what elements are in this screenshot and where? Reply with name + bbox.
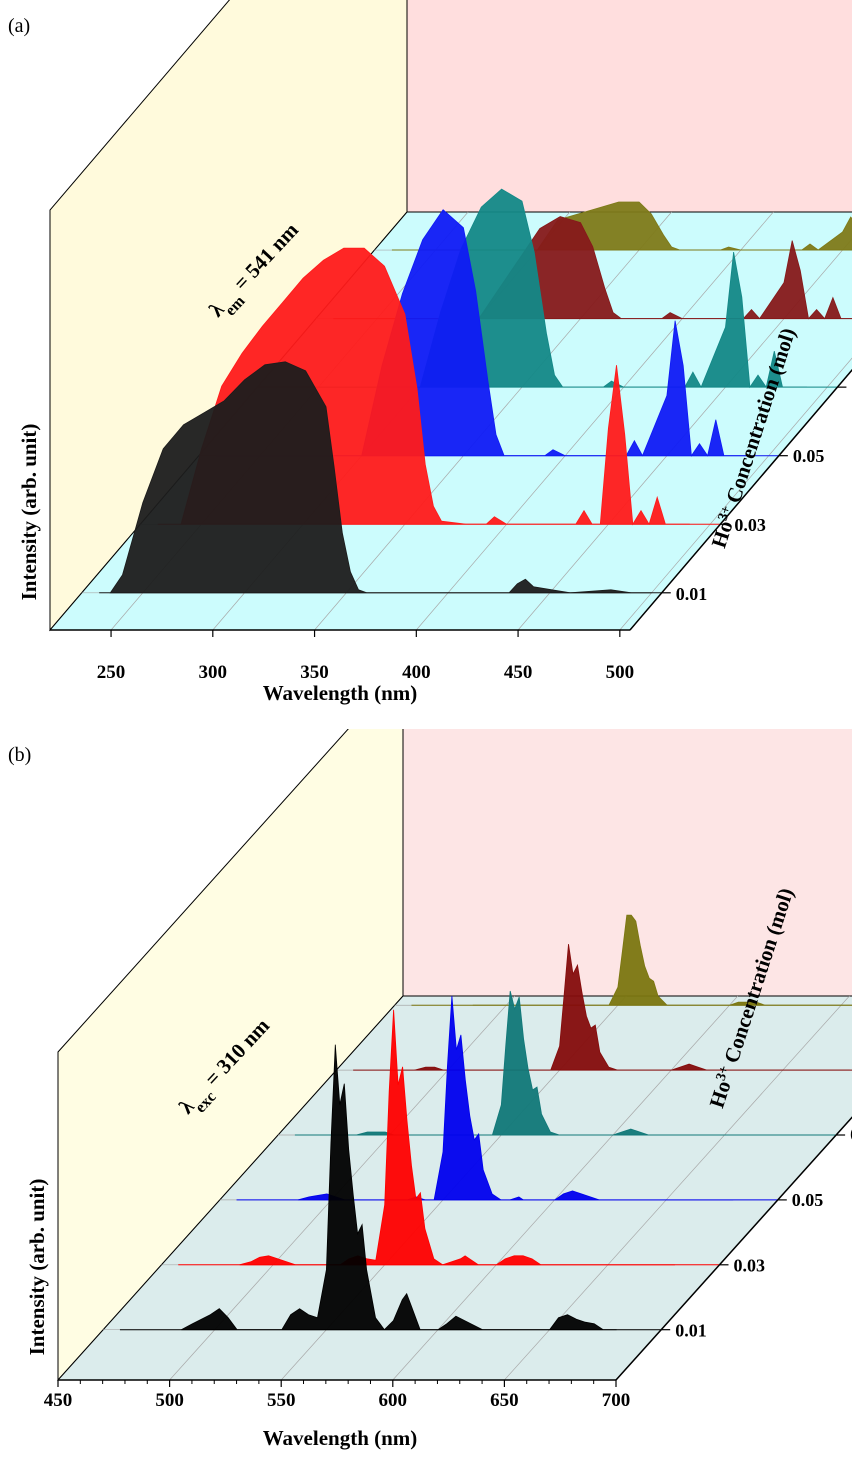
floor-grid-line [517,238,852,631]
x-tick-label: 350 [300,662,329,683]
x-tick-label: 500 [606,662,635,683]
z-axis-line [629,368,852,631]
series-area-0.09 [478,216,852,320]
concentration-tick-label: 0.01 [675,1321,707,1341]
chart-svg: (b)0.010.030.050.070.090.114505005506006… [8,729,852,1450]
concentration-tick-label: 0.03 [734,515,766,535]
series-area-0.11 [536,201,852,251]
series-area-0.01 [109,361,652,594]
floor-grid-line [416,211,774,631]
panel-a-excitation-chart: (a)0.010.030.050.070.090.112503003504004… [8,0,852,705]
series-area-0.07 [419,188,807,389]
concentration-tick-label: 0.05 [793,446,825,466]
x-tick-label: 400 [402,662,431,683]
series-area-0.01 [181,1044,617,1331]
x-axis-title: Wavelength (nm) [263,681,418,705]
x-tick-label: 450 [504,662,533,683]
x-tick-label: 700 [602,1390,631,1411]
x-tick-label: 250 [97,662,126,683]
panel-b-emission-chart: (b)0.010.030.050.070.090.114505005506006… [0,729,852,1458]
floor-grid-line [504,995,850,1381]
panel-label: (b) [8,744,31,766]
x-tick-label: 600 [379,1390,408,1411]
x-tick-label: 450 [44,1390,73,1411]
concentration-tick-label: 0.07 [850,1125,852,1145]
x-tick-label: 500 [155,1390,184,1411]
concentration-tick-label: 0.01 [676,584,708,604]
floor-grid-line [619,357,852,631]
concentration-tick-label: 0.05 [792,1190,824,1210]
z-axis-line [615,1116,852,1381]
x-tick-label: 300 [199,662,228,683]
panel-label: (a) [8,15,30,37]
concentration-tick-label: 0.03 [734,1255,766,1275]
series-area-0.05 [361,209,749,457]
chart-svg: (a)0.010.030.050.070.090.112503003504004… [8,0,852,705]
y-axis-title: Intensity (arb. unit) [17,424,41,601]
x-axis-title: Wavelength (nm) [263,1426,418,1450]
y-axis-title: Intensity (arb. unit) [25,1179,49,1356]
back-wall [406,0,852,213]
floor-grid-line [392,995,739,1381]
x-tick-label: 650 [490,1390,519,1411]
x-tick-label: 550 [267,1390,296,1411]
